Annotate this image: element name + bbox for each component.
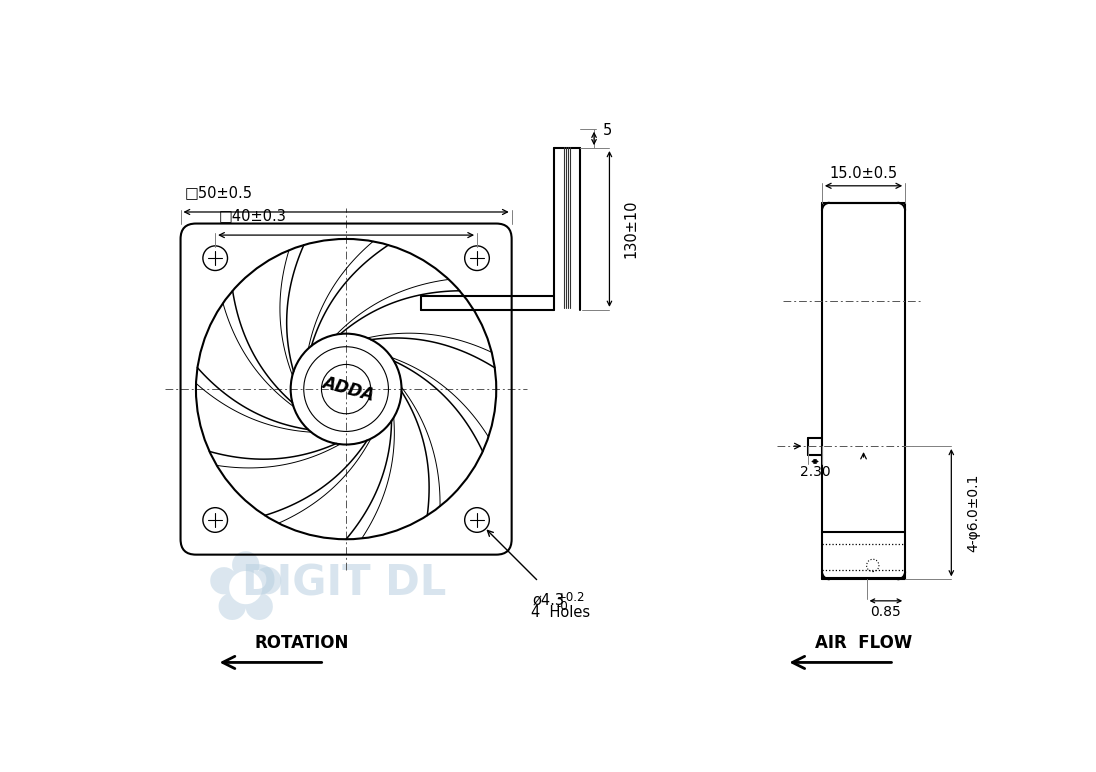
Text: 5: 5 (603, 124, 613, 138)
Text: 0.85: 0.85 (870, 604, 901, 618)
Text: ROTATION: ROTATION (254, 634, 349, 652)
Text: □50±0.5: □50±0.5 (184, 185, 252, 201)
Text: +0.2: +0.2 (557, 591, 585, 604)
Text: ø4.3: ø4.3 (533, 592, 564, 608)
Text: ✿: ✿ (205, 547, 287, 640)
Text: -0: -0 (557, 600, 568, 613)
Text: 4  Holes: 4 Holes (530, 604, 590, 620)
Text: ADDA: ADDA (320, 374, 376, 405)
Text: 15.0±0.5: 15.0±0.5 (830, 166, 898, 181)
Text: AIR  FLOW: AIR FLOW (815, 634, 912, 652)
Text: □40±0.3: □40±0.3 (219, 208, 287, 224)
Text: 2.30: 2.30 (800, 466, 831, 479)
Text: 4-φ6.0±0.1: 4-φ6.0±0.1 (966, 473, 980, 552)
Text: 130±10: 130±10 (624, 200, 639, 258)
Text: DIGIT DL: DIGIT DL (241, 563, 446, 605)
